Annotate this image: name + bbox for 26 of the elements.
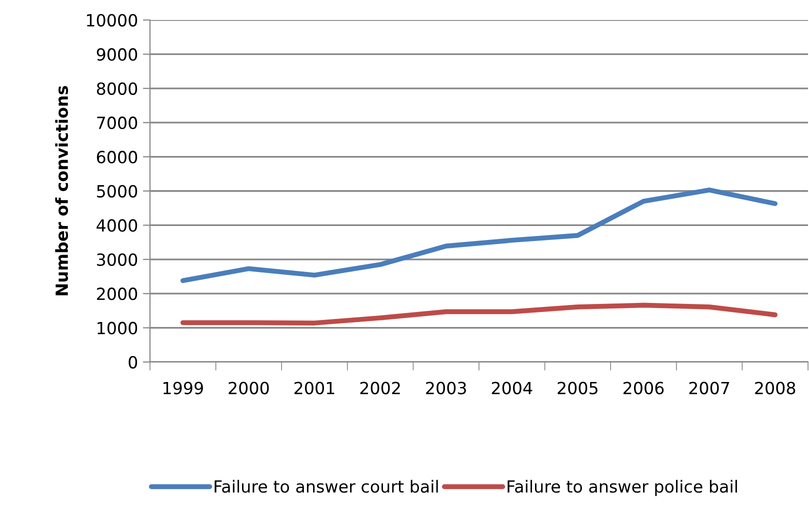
x-tick-label: 2003 [426,382,466,394]
legend-label: Failure to answer court bail [214,480,438,493]
x-tick-label: 2004 [492,382,532,394]
y-tick-label: 9000 [96,48,138,61]
x-tick-label: 2002 [360,382,400,394]
x-tick-label: 2000 [228,382,269,394]
y-tick-label: 2000 [97,288,138,300]
y-tick-label: 7000 [97,116,138,130]
y-tick-label: 0 [128,356,138,369]
x-tick-label: 2008 [755,382,796,394]
y-tick-label: 4000 [96,219,138,232]
y-tick-label: 3000 [97,253,138,266]
x-tick-label: 2007 [689,382,730,394]
line-series [180,188,778,284]
x-tick-label: 2001 [294,382,334,394]
y-tick-label: 10000 [87,14,138,27]
y-tick-label: 1000 [98,322,138,334]
y-axis-title: Number of convictions [55,86,68,296]
x-tick-label: 2006 [624,382,664,394]
y-tick-label: 8000 [96,82,138,95]
x-tick-label: 2005 [558,382,598,394]
legend-label: Failure to answer police bail [508,480,737,496]
x-tick-label: 1999 [164,382,203,394]
y-tick-label: 5000 [97,184,138,198]
y-tick-label: 6000 [96,150,138,164]
line-series [180,302,778,326]
